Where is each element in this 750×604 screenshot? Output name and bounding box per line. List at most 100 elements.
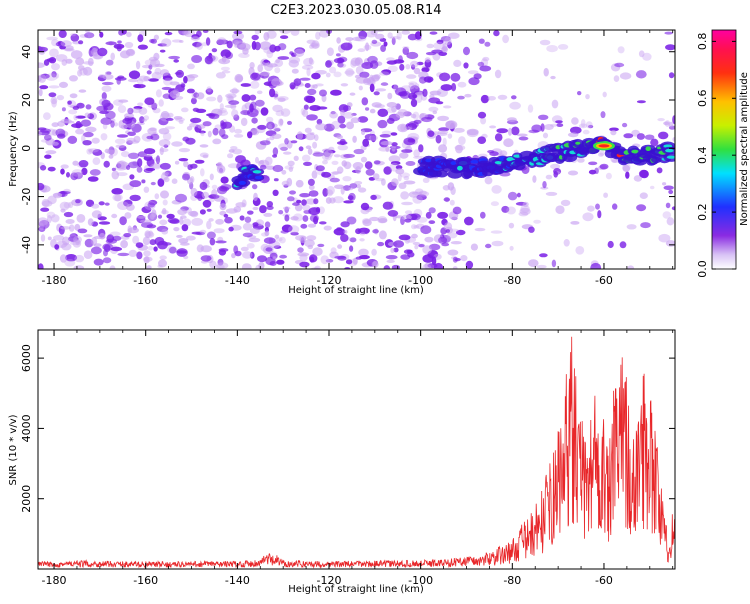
speckle bbox=[228, 149, 235, 153]
speckle bbox=[656, 167, 663, 174]
speckle bbox=[375, 33, 385, 40]
speckle bbox=[362, 138, 370, 147]
speckle bbox=[240, 246, 249, 252]
spectrogram-frame bbox=[37, 29, 676, 270]
speckle bbox=[101, 81, 114, 86]
speckle bbox=[377, 108, 389, 118]
speckle bbox=[260, 164, 267, 170]
speckle bbox=[143, 76, 151, 82]
speckle bbox=[545, 174, 553, 180]
speckle bbox=[445, 120, 455, 129]
spectrogram-panel: -180 -160 -140 -120 -100 -80 -60 -40 -20 0 20 40 He… bbox=[8, 29, 676, 296]
speckle bbox=[474, 227, 486, 232]
speckle bbox=[272, 256, 277, 260]
snr-series-line bbox=[38, 336, 675, 569]
speckle bbox=[320, 255, 329, 265]
speckle bbox=[183, 160, 189, 168]
speckle bbox=[233, 134, 244, 138]
speckle bbox=[414, 91, 425, 97]
speckle bbox=[171, 39, 183, 43]
speckle bbox=[228, 226, 234, 232]
speckle bbox=[233, 114, 240, 121]
speckle bbox=[178, 158, 189, 162]
speckle bbox=[115, 144, 126, 149]
speckle bbox=[493, 30, 500, 37]
speckle bbox=[299, 253, 308, 262]
speckle bbox=[127, 107, 134, 115]
speckle bbox=[120, 124, 128, 130]
speckle bbox=[161, 228, 169, 235]
speckle bbox=[187, 63, 195, 70]
speckle bbox=[160, 111, 170, 119]
speckle bbox=[224, 216, 233, 224]
speckle bbox=[451, 83, 457, 92]
speckle bbox=[556, 123, 564, 127]
speckle bbox=[38, 263, 44, 269]
speckle bbox=[269, 44, 277, 53]
speckle bbox=[542, 181, 547, 189]
speckle bbox=[175, 117, 185, 122]
speckle bbox=[421, 67, 430, 73]
speckle bbox=[336, 166, 344, 174]
figure-title: C2E3.2023.030.05.08.R14 bbox=[270, 3, 441, 18]
speckle bbox=[551, 259, 557, 268]
speckle bbox=[58, 30, 67, 38]
speckle bbox=[158, 128, 170, 135]
speckle bbox=[452, 206, 462, 215]
speckle bbox=[150, 38, 157, 44]
speckle bbox=[75, 199, 81, 204]
speckle bbox=[297, 247, 304, 253]
speckle bbox=[68, 233, 78, 243]
speckle bbox=[191, 231, 203, 235]
speckle bbox=[663, 185, 674, 191]
speckle bbox=[182, 173, 190, 181]
speckle bbox=[433, 41, 445, 50]
speckle bbox=[315, 165, 325, 172]
speckle bbox=[133, 84, 142, 88]
speckle bbox=[150, 181, 156, 186]
speckle bbox=[518, 136, 529, 141]
speckle bbox=[224, 104, 237, 108]
speckle bbox=[190, 36, 200, 41]
speckle bbox=[200, 131, 205, 137]
speckle bbox=[607, 240, 614, 249]
speckle bbox=[299, 235, 307, 244]
speckle bbox=[175, 193, 187, 203]
speckle bbox=[310, 84, 315, 89]
speckle bbox=[233, 30, 243, 35]
speckle bbox=[597, 210, 602, 219]
speckle bbox=[490, 201, 499, 207]
speckle bbox=[419, 190, 427, 196]
speckle bbox=[147, 202, 156, 208]
speckle bbox=[70, 172, 79, 181]
colorbar-tick-label-2: 0.4 bbox=[696, 146, 709, 164]
speckle bbox=[269, 135, 275, 141]
speckle bbox=[402, 47, 410, 55]
speckle bbox=[580, 119, 586, 128]
speckle bbox=[38, 74, 47, 83]
speckle bbox=[508, 222, 515, 229]
echo-core bbox=[450, 161, 457, 166]
speckle bbox=[251, 117, 258, 124]
speckle bbox=[465, 260, 474, 269]
speckle bbox=[333, 57, 345, 64]
speckle bbox=[50, 96, 58, 105]
speckle bbox=[379, 71, 390, 76]
echo-core bbox=[470, 159, 479, 164]
speckle bbox=[315, 31, 321, 40]
speckle bbox=[550, 163, 561, 170]
speckle bbox=[413, 67, 421, 75]
speckle bbox=[379, 134, 391, 138]
speckle bbox=[330, 89, 342, 96]
speckle bbox=[642, 52, 652, 61]
speckle bbox=[489, 125, 497, 129]
colorbar-gradient bbox=[712, 30, 736, 269]
speckle bbox=[390, 132, 398, 136]
speckle bbox=[260, 107, 269, 116]
spectrogram-ytick-label-2: 0 bbox=[20, 145, 33, 152]
speckle bbox=[378, 230, 387, 240]
speckle bbox=[668, 121, 674, 128]
spectrogram-ytick-label-4: 40 bbox=[20, 45, 33, 59]
speckle bbox=[260, 71, 270, 77]
speckle bbox=[388, 155, 401, 163]
